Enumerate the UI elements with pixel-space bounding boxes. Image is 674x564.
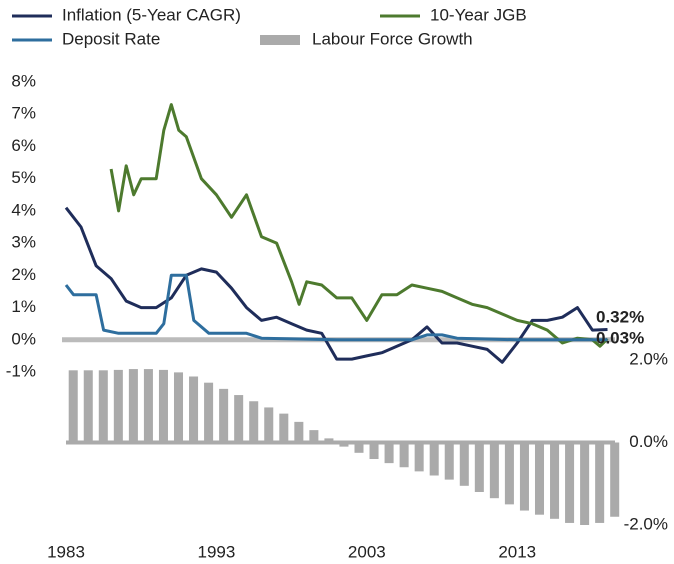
bar — [113, 369, 123, 443]
bar — [550, 442, 560, 519]
y-tick-label: 1% — [11, 297, 36, 316]
y-tick-label: 2% — [11, 265, 36, 284]
bar — [279, 413, 289, 443]
bar — [504, 442, 514, 505]
y-tick-label: 8% — [11, 71, 36, 90]
bar — [474, 442, 484, 492]
y-tick-label: 4% — [11, 200, 36, 219]
x-tick-label: 2013 — [498, 542, 536, 561]
y-tick-label: -2.0% — [624, 514, 668, 533]
annotation: 0.32% — [596, 307, 644, 326]
annotation: 0.03% — [596, 328, 644, 347]
bar — [444, 442, 454, 480]
bar — [309, 430, 319, 443]
bar — [459, 442, 469, 486]
series-line — [64, 273, 608, 342]
bar — [173, 372, 184, 443]
bar — [565, 442, 575, 523]
bar — [414, 442, 424, 472]
bar — [294, 421, 304, 443]
legend-label: Inflation (5-Year CAGR) — [62, 5, 241, 24]
x-tick-label: 2003 — [348, 542, 386, 561]
bar — [369, 442, 379, 459]
bar — [234, 395, 244, 443]
y-tick-label: -1% — [6, 361, 36, 380]
y-tick-label: 7% — [11, 104, 36, 123]
bar — [429, 442, 439, 476]
x-tick-label: 1993 — [197, 542, 235, 561]
x-tick-label: 1983 — [47, 542, 85, 561]
bar — [68, 370, 78, 443]
bar — [339, 442, 349, 447]
bar — [204, 382, 214, 443]
legend-swatch — [260, 35, 300, 45]
bar — [219, 388, 229, 443]
legend-label: 10-Year JGB — [430, 5, 527, 24]
y-tick-label: 3% — [11, 233, 36, 252]
bar — [489, 442, 499, 499]
bar — [324, 438, 334, 443]
bar — [534, 442, 545, 515]
legend-label: Labour Force Growth — [312, 29, 473, 48]
series-line — [109, 103, 609, 348]
bar — [610, 442, 620, 517]
y-tick-label: 0.0% — [629, 432, 668, 451]
bar — [519, 442, 529, 511]
y-tick-label: 2.0% — [629, 349, 668, 368]
bar — [143, 369, 153, 443]
y-tick-label: 6% — [11, 136, 36, 155]
bar — [128, 369, 138, 443]
bar — [384, 442, 394, 464]
bar — [83, 370, 93, 443]
bar — [249, 401, 259, 443]
bar — [595, 442, 605, 523]
bar — [580, 442, 590, 525]
series-line — [64, 206, 608, 364]
bar — [189, 376, 199, 443]
bar — [399, 442, 409, 468]
bar — [98, 370, 108, 443]
bar — [264, 407, 274, 443]
y-tick-label: 0% — [11, 329, 36, 348]
y-tick-label: 5% — [11, 168, 36, 187]
legend-label: Deposit Rate — [62, 29, 160, 48]
bar — [354, 442, 364, 453]
bar — [158, 369, 168, 443]
